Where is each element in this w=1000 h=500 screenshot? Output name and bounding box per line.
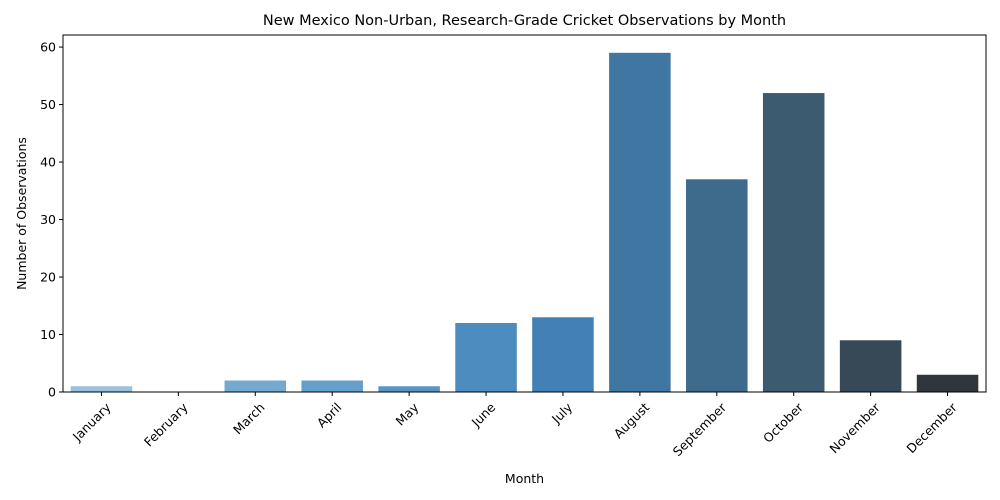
bar-november — [839, 340, 902, 392]
bar-march — [224, 380, 287, 392]
y-tick-label: 30 — [40, 212, 56, 227]
bar-september — [686, 179, 748, 392]
x-tick-label: March — [230, 400, 268, 438]
x-tick-label: July — [548, 399, 576, 427]
x-tick-label: August — [611, 400, 653, 442]
x-tick-label: September — [670, 399, 730, 459]
x-tick-label: January — [69, 399, 114, 444]
x-tick-label: December — [903, 399, 960, 456]
bar-april — [301, 380, 363, 392]
bar-july — [532, 317, 594, 392]
bar-may — [378, 386, 440, 392]
bars-group — [70, 52, 979, 392]
plot-frame — [62, 34, 987, 393]
bar-august — [609, 52, 671, 392]
y-tick-label: 60 — [40, 39, 56, 54]
x-tick-label: April — [314, 400, 345, 431]
x-tick-label: May — [393, 399, 422, 428]
bar-october — [762, 93, 825, 392]
y-tick-label: 10 — [40, 327, 56, 342]
x-tick-label: June — [468, 399, 499, 430]
bar-june — [455, 323, 517, 392]
y-tick-label: 0 — [48, 384, 56, 399]
y-axis-ticks: 0 10 20 30 40 50 60 — [40, 39, 63, 399]
x-tick-label: October — [760, 399, 807, 446]
bar-january — [70, 386, 133, 392]
y-axis-label: Number of Observations — [14, 137, 29, 290]
chart-title: New Mexico Non-Urban, Research-Grade Cri… — [263, 13, 786, 29]
x-tick-label: November — [826, 399, 883, 456]
bar-december — [916, 374, 979, 392]
x-axis-label: Month — [505, 471, 544, 486]
x-tick-label: February — [141, 399, 191, 449]
x-axis-ticks: January February March April May June July Augu… — [69, 392, 960, 459]
y-tick-label: 50 — [40, 97, 56, 112]
y-tick-label: 40 — [40, 154, 56, 169]
y-tick-label: 20 — [40, 269, 56, 284]
